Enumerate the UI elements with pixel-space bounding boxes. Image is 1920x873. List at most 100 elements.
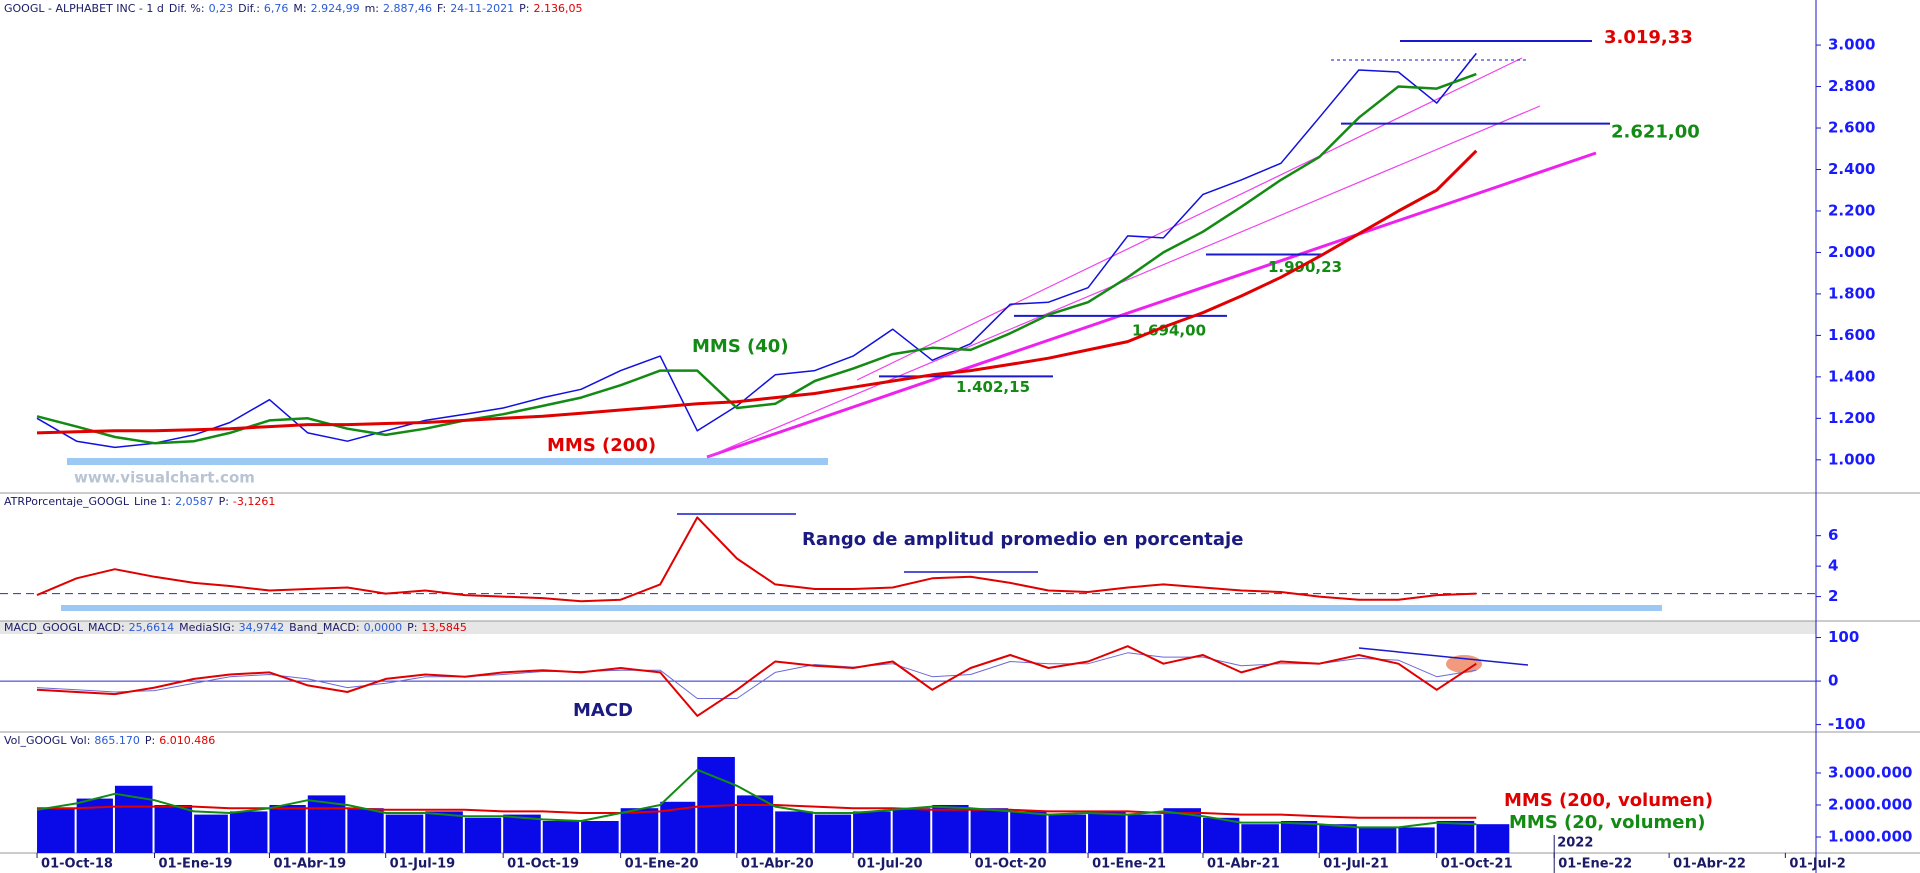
series-label: MMS (200) <box>547 435 656 456</box>
stat-key: P: <box>219 495 229 508</box>
volume-bar <box>775 811 813 853</box>
y-tick-label: 3.000.000 <box>1828 763 1912 781</box>
annotation: Rango de amplitud promedio en porcentaje <box>802 529 1243 550</box>
volume-bar <box>1048 814 1087 853</box>
panel-header: ATRPorcentaje_GOOGL Line 1: 2,0587 P: -3,126… <box>4 495 275 508</box>
volume-bar <box>1280 820 1318 853</box>
volume-bar <box>269 804 306 853</box>
x-tick-label: 01-Abr-22 <box>1673 857 1746 872</box>
panel-header: GOOGL - ALPHABET INC - 1 d Dif. %: 0,23 Dif… <box>4 2 582 15</box>
x-tick-label: 01-Ene-20 <box>625 857 699 872</box>
y-tick-label: 2.800 <box>1828 77 1875 95</box>
highlight-band <box>67 458 828 465</box>
volume-bar <box>385 814 424 853</box>
stat-key: Line 1: <box>134 495 171 508</box>
y-tick-label: 6 <box>1828 526 1838 544</box>
y-tick-label: 1.800 <box>1828 284 1875 302</box>
level-label: 3.019,33 <box>1604 27 1693 48</box>
volume-bar <box>814 814 852 853</box>
y-tick-label: 1.200 <box>1828 409 1875 427</box>
volume-bar <box>425 811 463 853</box>
trend-line <box>706 105 1541 458</box>
series-line <box>36 645 1477 717</box>
volume-bar <box>1319 824 1357 853</box>
x-tick-label: 01-Oct-18 <box>41 857 113 872</box>
volume-bar <box>1203 817 1240 853</box>
volume-bar <box>464 817 502 853</box>
series-line <box>36 72 1477 445</box>
y-tick-label: 2.000.000 <box>1828 795 1912 813</box>
stat-value: 865.170 <box>94 734 140 747</box>
volume-bar <box>932 804 969 853</box>
y-tick-label: -100 <box>1828 715 1866 733</box>
stat-value: 2.887,46 <box>383 2 432 15</box>
stat-value: 24-11-2021 <box>450 2 514 15</box>
series-line <box>37 804 1477 819</box>
volume-bar <box>1088 811 1126 853</box>
panel-title: MACD_GOOGL <box>4 621 84 634</box>
panel-header: MACD_GOOGL MACD: 25,6614 MediaSIG: 34,9742 Ba… <box>4 621 467 634</box>
level-label: 1.402,15 <box>956 378 1030 396</box>
stat-key: Band_MACD: <box>289 621 359 634</box>
stat-key: m: <box>365 2 379 15</box>
x-tick-label: 01-Jul-19 <box>390 857 456 872</box>
volume-bar <box>853 811 891 853</box>
y-tick-label: 4 <box>1828 557 1838 575</box>
volume-bar <box>194 814 228 853</box>
stat-value: 2.136,05 <box>533 2 582 15</box>
stat-value: 34,9742 <box>239 621 285 634</box>
panel-title: Vol_GOOGL <box>4 734 67 747</box>
stat-key: P: <box>145 734 155 747</box>
series-line <box>36 52 1477 449</box>
stat-value: 6.010.486 <box>159 734 215 747</box>
level-label: 2.621,00 <box>1611 122 1700 143</box>
level-label: 1.990,23 <box>1268 258 1342 276</box>
x-tick-label: 01-Jul-21 <box>1323 857 1389 872</box>
x-tick-label: 01-Jul-2 <box>1789 857 1845 872</box>
series-label: MMS (200, volumen) <box>1504 790 1713 811</box>
x-tick-label: 01-Abr-20 <box>741 857 814 872</box>
x-tick-label: 01-Oct-19 <box>507 857 579 872</box>
watermark: www.visualchart.com <box>74 469 255 487</box>
y-tick-label: 2.200 <box>1828 201 1875 219</box>
y-tick-label: 2 <box>1828 587 1838 605</box>
annotation: MACD <box>573 700 633 721</box>
volume-bar <box>620 808 659 853</box>
stat-value: 2.924,99 <box>311 2 360 15</box>
stat-key: Vol: <box>70 734 90 747</box>
stat-value: -3,1261 <box>233 495 275 508</box>
volume-bar <box>1241 824 1279 853</box>
stat-value: 13,5845 <box>421 621 467 634</box>
stat-key: Dif.: <box>238 2 260 15</box>
y-tick-label: 3.000 <box>1828 36 1875 54</box>
y-tick-label: 100 <box>1828 628 1859 646</box>
series-line <box>36 768 1477 829</box>
x-tick-label: 01-Oct-20 <box>975 857 1047 872</box>
x-tick-label: 01-Ene-22 <box>1558 857 1632 872</box>
x-tick-label: 01-Abr-19 <box>273 857 346 872</box>
x-tick-label: 01-Oct-21 <box>1441 857 1513 872</box>
y-tick-label: 1.400 <box>1828 367 1875 385</box>
trend-line <box>856 57 1523 381</box>
volume-bar <box>1398 827 1435 853</box>
volume-bar <box>1358 827 1397 853</box>
panel-title: GOOGL - ALPHABET INC - 1 d <box>4 2 164 15</box>
volume-bar <box>892 808 931 853</box>
series-label: MMS (20, volumen) <box>1509 812 1706 833</box>
stat-value: 25,6614 <box>129 621 175 634</box>
highlight-band <box>61 605 1662 611</box>
stat-value: 2,0587 <box>175 495 214 508</box>
series-label: MMS (40) <box>692 336 789 357</box>
stat-key: P: <box>519 2 529 15</box>
volume-bar <box>1436 820 1475 853</box>
volume-bar <box>1127 814 1162 853</box>
trend-line <box>1358 647 1529 666</box>
x-tick-label: 01-Jul-20 <box>857 857 923 872</box>
y-tick-label: 1.000.000 <box>1828 827 1912 845</box>
volume-bar <box>154 804 193 853</box>
volume-bar <box>229 811 268 853</box>
stat-key: Dif. %: <box>169 2 205 15</box>
stat-value: 0,0000 <box>364 621 403 634</box>
